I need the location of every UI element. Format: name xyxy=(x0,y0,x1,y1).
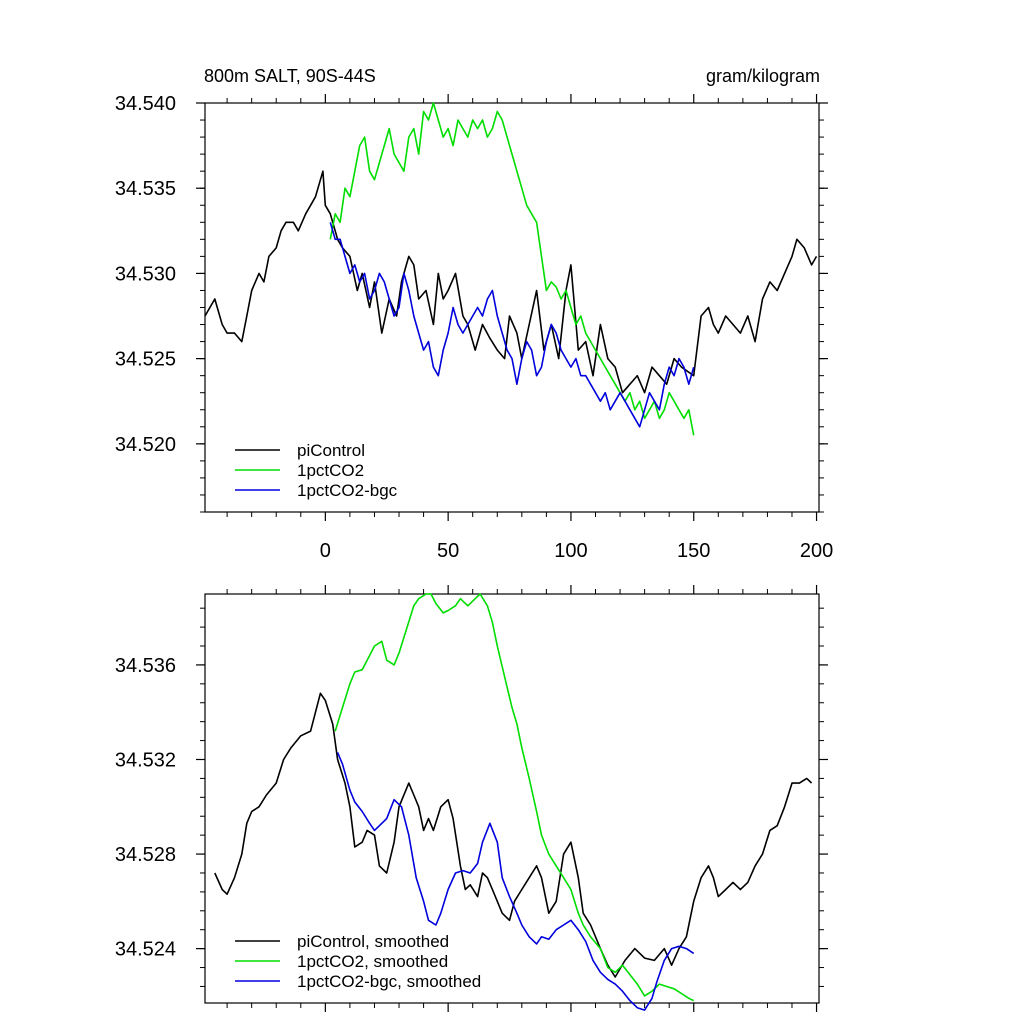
top-series-lines xyxy=(204,102,818,436)
series-line-1pctco2-bgc-smoothed xyxy=(336,752,695,1011)
x-tick-label: 100 xyxy=(554,540,587,562)
legend-label: piControl xyxy=(297,441,365,460)
x-tick-label: 0 xyxy=(320,540,331,562)
y-tick-label: 34.524 xyxy=(115,939,176,961)
units-label: gram/kilogram xyxy=(706,66,820,86)
legend-label: 1pctCO2-bgc xyxy=(297,481,398,500)
bottom-axis-ticks xyxy=(196,585,828,1012)
x-tick-label: 150 xyxy=(677,540,710,562)
y-tick-label: 34.536 xyxy=(115,655,176,677)
top-panel: 800m SALT, 90S-44S gram/kilogram 0 50 100 1… xyxy=(115,66,833,562)
bottom-tick-labels: 34.524 34.528 34.532 34.536 xyxy=(115,655,176,961)
x-tick-label: 50 xyxy=(437,540,459,562)
legend-label: 1pctCO2-bgc, smoothed xyxy=(297,972,481,991)
legend-label: piControl, smoothed xyxy=(297,932,449,951)
y-tick-label: 34.540 xyxy=(115,93,176,115)
legend-label: 1pctCO2 xyxy=(297,461,364,480)
y-tick-label: 34.520 xyxy=(115,434,176,456)
bottom-panel: 34.524 34.528 34.532 34.536 piControl, smoo… xyxy=(115,585,828,1012)
series-line-1pctco2-bgc xyxy=(329,222,695,428)
bottom-plot-frame xyxy=(204,593,820,1004)
y-tick-label: 34.525 xyxy=(115,349,176,371)
y-tick-label: 34.535 xyxy=(115,178,176,200)
top-axis-ticks xyxy=(196,94,828,521)
x-tick-label: 200 xyxy=(800,540,833,562)
series-line-1pctco2 xyxy=(329,102,695,436)
y-tick-label: 34.532 xyxy=(115,749,176,771)
series-line-picontrol xyxy=(204,170,818,394)
series-line-1pctco2-smoothed xyxy=(334,593,695,1002)
bottom-series-lines xyxy=(214,593,813,1011)
y-tick-label: 34.528 xyxy=(115,844,176,866)
top-tick-labels: 0 50 100 150 200 34.520 34.525 34.530 34.535 34.5… xyxy=(115,93,833,562)
chart-title: 800m SALT, 90S-44S xyxy=(204,66,376,86)
legend-label: 1pctCO2, smoothed xyxy=(297,952,448,971)
y-tick-label: 34.530 xyxy=(115,263,176,285)
series-line-picontrol-smoothed xyxy=(214,692,813,978)
